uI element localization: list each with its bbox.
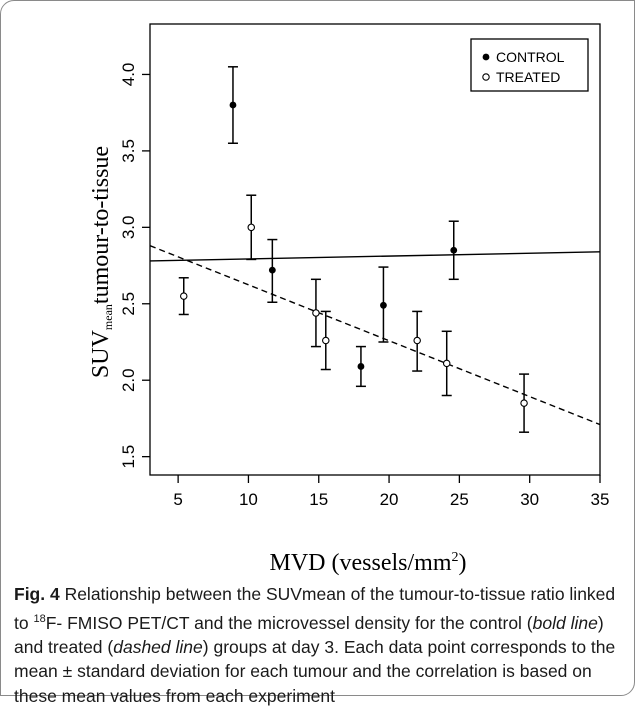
legend-box: [470, 38, 589, 92]
legend-marker-control: [482, 53, 490, 61]
data-marks: [178, 66, 530, 433]
data-point-treated: [413, 336, 421, 345]
legend: CONTROL TREATED: [470, 38, 589, 92]
x-axis-label: MVD (vessels/mm2): [270, 550, 467, 576]
caption-superscript: 18: [33, 612, 46, 625]
x-tick-label: 15: [309, 490, 328, 509]
data-point-treated: [520, 399, 528, 407]
x-tick-label: 30: [520, 490, 539, 509]
figure-frame: [0, 0, 635, 696]
x-tick-label: 20: [380, 490, 399, 509]
legend-marker-treated: [482, 73, 490, 81]
y-tick-label: 4.0: [119, 63, 138, 87]
caption-italic: bold line: [532, 612, 598, 633]
data-point-control: [357, 363, 365, 370]
y-axis-label: SUVmeantumour-to-tissue: [88, 146, 115, 378]
figure-label: Fig. 4: [14, 584, 60, 604]
data-point-control: [380, 301, 387, 309]
fit-line-treated: [149, 245, 601, 426]
caption-text: F- FMISO PET/CT and the microvessel dens…: [45, 612, 533, 633]
data-point-control: [450, 246, 458, 254]
data-point-treated: [312, 309, 320, 317]
chart: 5 10 15 20 25 30 35 1.5 2.0 2.5 3.0 3.5 4.0 CONTROL …: [88, 23, 609, 576]
figure-caption: Fig. 4 Relationship between the SUVmean …: [14, 582, 620, 708]
x-tick-label: 5: [173, 490, 182, 509]
x-tick-label: 35: [591, 490, 610, 509]
data-point-treated: [322, 336, 330, 345]
caption-text: ) and treated (: [14, 612, 604, 657]
x-tick-label: 10: [239, 490, 258, 509]
legend-label-treated: TREATED: [496, 69, 560, 85]
tick-labels: 5 10 15 20 25 30 35 1.5 2.0 2.5 3.0 3.5 4.0: [119, 63, 609, 509]
plot-axes: [142, 23, 601, 483]
data-point-control: [229, 101, 237, 109]
legend-label-control: CONTROL: [496, 49, 565, 65]
caption-italic: dashed line: [113, 636, 203, 657]
data-point-treated: [180, 292, 188, 300]
y-tick-label: 3.5: [119, 139, 138, 163]
caption-text: Relationship between the SUVmean of the …: [14, 584, 616, 633]
y-tick-label: 1.5: [119, 445, 138, 469]
fit-line-control: [149, 251, 601, 262]
x-tick-label: 25: [450, 490, 469, 509]
y-tick-label: 2.5: [119, 292, 138, 316]
y-tick-label: 3.0: [119, 216, 138, 240]
data-point-control: [268, 266, 276, 274]
y-tick-label: 2.0: [119, 368, 138, 392]
plot-box: [149, 23, 601, 476]
data-point-treated: [247, 223, 256, 232]
data-point-treated: [442, 359, 451, 368]
fit-lines: [149, 245, 601, 426]
